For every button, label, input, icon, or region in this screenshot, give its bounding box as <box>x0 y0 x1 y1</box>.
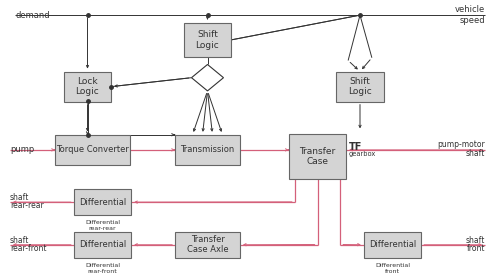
Text: Differential: Differential <box>369 240 416 249</box>
FancyBboxPatch shape <box>184 23 231 57</box>
FancyBboxPatch shape <box>175 232 240 258</box>
FancyBboxPatch shape <box>336 72 384 102</box>
Text: Differential: Differential <box>79 240 126 249</box>
Text: rear-front: rear-front <box>10 244 46 252</box>
Text: Shift
Logic: Shift Logic <box>196 30 220 50</box>
FancyBboxPatch shape <box>55 135 130 165</box>
Text: Transfer
Case: Transfer Case <box>300 147 336 166</box>
Text: Lock
Logic: Lock Logic <box>76 77 100 96</box>
Text: pump-motor: pump-motor <box>437 141 485 149</box>
FancyBboxPatch shape <box>364 232 421 258</box>
FancyBboxPatch shape <box>74 232 131 258</box>
Text: demand: demand <box>15 11 50 20</box>
Text: Differential
rear-rear: Differential rear-rear <box>85 220 120 231</box>
Text: shaft: shaft <box>10 193 29 202</box>
Text: shaft: shaft <box>466 236 485 245</box>
FancyBboxPatch shape <box>74 189 131 215</box>
Text: vehicle
speed: vehicle speed <box>455 6 485 25</box>
Text: front: front <box>466 244 485 252</box>
Text: shaft: shaft <box>10 236 29 245</box>
Text: Shift
Logic: Shift Logic <box>348 77 372 96</box>
Polygon shape <box>192 64 224 91</box>
Text: rear-rear: rear-rear <box>10 201 44 210</box>
FancyBboxPatch shape <box>289 134 346 180</box>
Text: gearbox: gearbox <box>349 151 376 157</box>
Text: Transfer
Case Axle: Transfer Case Axle <box>186 235 228 254</box>
Text: shaft: shaft <box>466 149 485 158</box>
Text: TF: TF <box>349 142 362 152</box>
FancyBboxPatch shape <box>64 72 111 102</box>
Text: Transmission: Transmission <box>180 145 234 154</box>
Text: pump: pump <box>10 145 34 154</box>
Text: Differential: Differential <box>79 198 126 207</box>
Text: Differential
rear-front: Differential rear-front <box>85 263 120 274</box>
Text: Torque Converter: Torque Converter <box>56 145 129 154</box>
Text: Differential
front: Differential front <box>375 263 410 274</box>
FancyBboxPatch shape <box>175 135 240 165</box>
